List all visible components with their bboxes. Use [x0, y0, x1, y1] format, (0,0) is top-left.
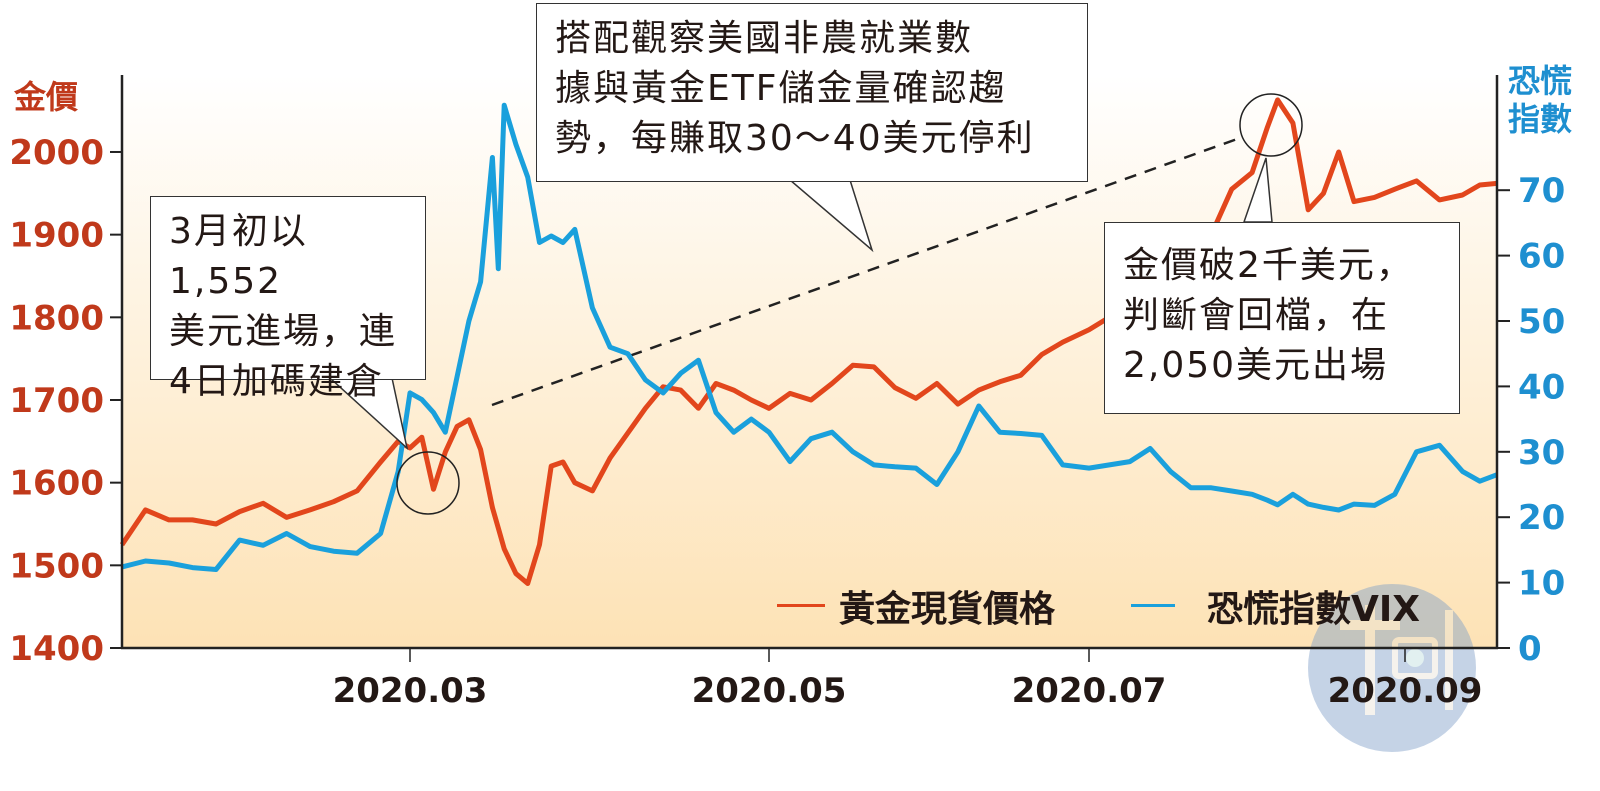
- right-tick-label: 20: [1518, 498, 1565, 538]
- right-tick-label: 40: [1518, 367, 1565, 407]
- entry-circle: [396, 451, 460, 515]
- left-axis-title: 金價: [14, 78, 79, 116]
- callout-take-profit: 搭配觀察美國非農就業數 據與黃金ETF儲金量確認趨 勢，每賺取30～40美元停利: [536, 3, 1088, 182]
- x-tick-label: 2020.03: [333, 671, 488, 711]
- legend-gold-label: 黃金現貨價格: [839, 589, 1056, 630]
- left-tick-label: 1700: [9, 381, 104, 421]
- exit-circle: [1239, 93, 1303, 157]
- watermark-logo: [1308, 584, 1476, 752]
- callout-entry: 3月初以1,552 美元進場，連 4日加碼建倉: [150, 196, 426, 402]
- left-tick-label: 1500: [9, 546, 104, 586]
- legend-vix-swatch: [1131, 604, 1175, 607]
- right-tick-label: 70: [1518, 171, 1565, 211]
- right-tick-label: 30: [1518, 433, 1565, 473]
- right-tick-label: 10: [1518, 564, 1565, 604]
- x-tick-label: 2020.05: [692, 671, 847, 711]
- callout-exit: 金價破2千美元， 判斷會回檔，在 2,050美元出場: [1104, 222, 1460, 414]
- left-tick-label: 2000: [9, 133, 104, 173]
- left-tick-label: 1900: [9, 216, 104, 256]
- left-tick-label: 1600: [9, 464, 104, 504]
- right-tick-label: 0: [1518, 629, 1542, 669]
- right-tick-label: 50: [1518, 302, 1565, 342]
- right-tick-label: 60: [1518, 237, 1565, 277]
- left-tick-label: 1400: [9, 629, 104, 669]
- legend: 黃金現貨價格 恐慌指數VIX: [777, 580, 1477, 630]
- vix-line: [121, 102, 1498, 572]
- right-axis-title: 恐慌指數: [1508, 62, 1573, 138]
- trend-dashed-line: [491, 136, 1241, 407]
- legend-vix-label: 恐慌指數VIX: [1207, 589, 1421, 630]
- x-tick-label: 2020.07: [1012, 671, 1167, 711]
- x-tick-label: 2020.09: [1328, 671, 1483, 711]
- legend-gold-swatch: [777, 604, 825, 607]
- left-tick-label: 1800: [9, 298, 104, 338]
